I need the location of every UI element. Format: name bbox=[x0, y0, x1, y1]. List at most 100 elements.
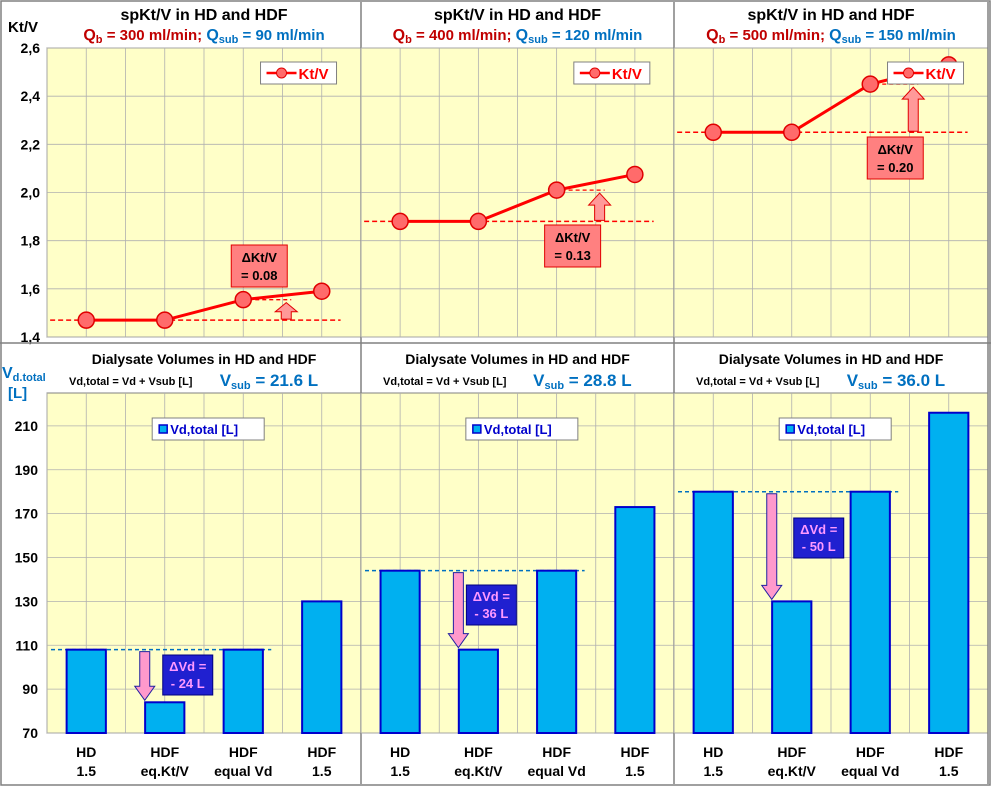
vd-bar bbox=[536, 569, 578, 735]
bottom-panel-vsub: Vsub = 21.6 L bbox=[220, 371, 318, 392]
bottom-ylabel-unit: [L] bbox=[8, 385, 27, 402]
top-ylabel: Kt/V bbox=[8, 19, 38, 36]
top-ytick-label: 2,6 bbox=[21, 40, 41, 56]
bottom-panel-formula: Vd,total = Vd + Vsub [L] bbox=[696, 376, 820, 388]
bottom-panel-vsub: Vsub = 28.8 L bbox=[533, 371, 631, 392]
bottom-ytick-label: 150 bbox=[15, 550, 39, 566]
ktv-legend-marker bbox=[589, 67, 601, 79]
vd-delta-value: - 36 L bbox=[474, 606, 508, 621]
ktv-delta-arrow bbox=[587, 192, 612, 221]
ktv-legend-box bbox=[573, 61, 651, 85]
top-panel-flow-rates: Qb = 400 ml/min; Qsub = 120 ml/min bbox=[393, 27, 643, 46]
category-label-line1: HDF bbox=[856, 744, 885, 760]
vd-legend-marker bbox=[158, 424, 168, 434]
category-label-line2: 1.5 bbox=[625, 763, 645, 779]
category-label-line1: HDF bbox=[542, 744, 571, 760]
bottom-panel-formula: Vd,total = Vd + Vsub [L] bbox=[383, 376, 507, 388]
vd-legend-label: Vd,total [L] bbox=[170, 422, 238, 437]
vd-delta-label: ΔVd = bbox=[473, 589, 511, 604]
vd-bar bbox=[301, 600, 343, 734]
vd-delta-value: - 24 L bbox=[171, 676, 205, 691]
bottom-ytick-label: 110 bbox=[15, 637, 38, 653]
bottom-panel-title: Dialysate Volumes in HD and HDF bbox=[719, 351, 944, 367]
category-label-line1: HDF bbox=[229, 744, 258, 760]
ktv-delta-arrow bbox=[273, 302, 299, 320]
category-label-line2: 1.5 bbox=[390, 763, 410, 779]
ktv-series-line bbox=[400, 172, 636, 223]
vd-legend-box bbox=[465, 417, 579, 441]
ktv-delta-label: ΔKt/V bbox=[878, 142, 914, 157]
category-label-line1: HDF bbox=[934, 744, 963, 760]
vd-legend-label: Vd,total [L] bbox=[797, 422, 865, 437]
ktv-legend-label: Kt/V bbox=[926, 66, 956, 83]
vd-bar bbox=[928, 411, 970, 734]
bottom-ytick-label: 210 bbox=[15, 418, 39, 434]
category-label-line2: eq.Kt/V bbox=[141, 763, 190, 779]
vd-delta-box bbox=[793, 517, 845, 559]
vd-bar bbox=[144, 701, 186, 735]
bottom-ytick-label: 90 bbox=[22, 681, 38, 697]
category-label-line2: eq.Kt/V bbox=[454, 763, 503, 779]
ktv-legend-box bbox=[887, 61, 965, 85]
top-panel-title: spKt/V in HD and HDF bbox=[120, 7, 287, 24]
top-ytick-label: 1,8 bbox=[21, 233, 41, 249]
category-label-line2: equal Vd bbox=[841, 763, 899, 779]
ktv-delta-box bbox=[544, 224, 602, 268]
bottom-panel-vsub: Vsub = 36.0 L bbox=[847, 371, 945, 392]
ktv-point bbox=[783, 123, 801, 142]
ktv-point bbox=[704, 123, 722, 142]
top-panel-flow-rates: Qb = 300 ml/min; Qsub = 90 ml/min bbox=[83, 27, 324, 46]
category-label-line1: HDF bbox=[150, 744, 179, 760]
bottom-panel-title: Dialysate Volumes in HD and HDF bbox=[405, 351, 630, 367]
ktv-point bbox=[156, 311, 174, 329]
bottom-ytick-label: 190 bbox=[15, 462, 39, 478]
top-ytick-label: 1,6 bbox=[21, 281, 41, 297]
vd-bar bbox=[692, 490, 734, 735]
top-ytick-label: 1,4 bbox=[21, 329, 41, 345]
vd-bar bbox=[379, 569, 421, 735]
ktv-point bbox=[313, 282, 331, 300]
ktv-legend-marker bbox=[276, 67, 288, 79]
category-label-line2: 1.5 bbox=[939, 763, 959, 779]
ktv-point bbox=[626, 165, 644, 184]
vd-legend-box bbox=[151, 417, 265, 441]
vd-delta-arrow bbox=[447, 572, 470, 649]
bottom-ytick-label: 130 bbox=[15, 593, 39, 609]
vd-delta-arrow bbox=[133, 651, 156, 702]
top-panel-flow-rates: Qb = 500 ml/min; Qsub = 150 ml/min bbox=[706, 27, 956, 46]
ktv-delta-value: = 0.08 bbox=[241, 268, 278, 283]
category-label-line1: HDF bbox=[777, 744, 806, 760]
vd-delta-value: - 50 L bbox=[802, 539, 836, 554]
ktv-point bbox=[234, 290, 252, 309]
ktv-delta-value: = 0.20 bbox=[877, 160, 914, 175]
bottom-ytick-label: 170 bbox=[15, 506, 39, 522]
top-panel-title: spKt/V in HD and HDF bbox=[434, 7, 601, 24]
vd-delta-label: ΔVd = bbox=[169, 659, 207, 674]
ktv-point bbox=[861, 75, 879, 93]
category-label-line1: HD bbox=[390, 744, 410, 760]
vd-delta-arrow bbox=[760, 493, 783, 601]
ktv-delta-value: = 0.13 bbox=[554, 248, 591, 263]
vd-bar bbox=[222, 648, 264, 734]
ktv-delta-box bbox=[230, 244, 288, 288]
ktv-legend-box bbox=[260, 61, 338, 85]
category-label-line2: 1.5 bbox=[704, 763, 724, 779]
vd-bar bbox=[65, 648, 107, 734]
category-label-line1: HD bbox=[76, 744, 96, 760]
vd-legend-box bbox=[778, 417, 892, 441]
ktv-series-line bbox=[86, 289, 322, 322]
bottom-panel-title: Dialysate Volumes in HD and HDF bbox=[92, 351, 317, 367]
ktv-delta-arrow bbox=[901, 86, 926, 132]
vd-bar bbox=[614, 506, 656, 734]
vd-bar bbox=[771, 600, 813, 734]
ktv-legend-label: Kt/V bbox=[612, 66, 642, 83]
category-label-line1: HDF bbox=[464, 744, 493, 760]
vd-delta-box bbox=[162, 654, 214, 696]
ktv-point bbox=[77, 311, 95, 329]
category-label-line2: equal Vd bbox=[214, 763, 272, 779]
top-ytick-label: 2,2 bbox=[21, 136, 41, 152]
vd-delta-box bbox=[465, 584, 517, 626]
top-ytick-label: 2,0 bbox=[21, 185, 41, 201]
category-label-line2: 1.5 bbox=[312, 763, 332, 779]
